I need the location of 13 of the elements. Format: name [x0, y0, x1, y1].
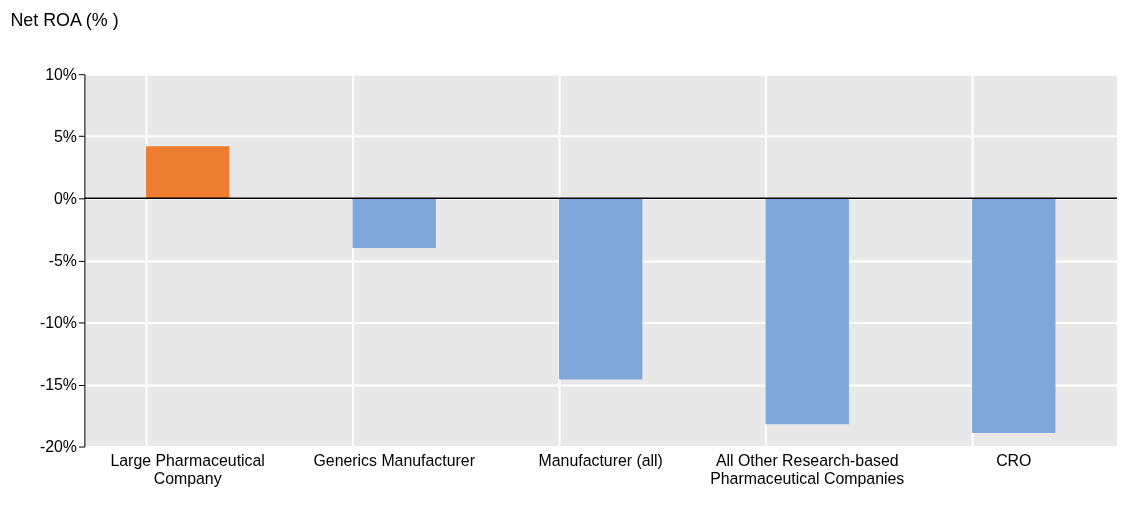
y-tick-label: -20%	[39, 438, 77, 456]
x-tick-label: Generics Manufacturer	[313, 451, 476, 469]
y-tick-label: -10%	[39, 313, 77, 331]
y-tick-label: 10%	[45, 65, 77, 83]
y-axis-title: Net ROA (% )	[10, 10, 119, 31]
x-tick-label: All Other Research-based Pharmaceutical Companies	[710, 451, 905, 487]
x-tick-label: CRO	[996, 451, 1032, 469]
y-tick-label: 0%	[54, 189, 77, 207]
x-tick-label: Manufacturer (all)	[538, 451, 663, 469]
y-tick-label: -5%	[48, 251, 77, 269]
y-tick-label: -15%	[39, 375, 77, 393]
x-tick-label: Large Pharmaceutical Company	[110, 451, 265, 487]
y-tick-label: 5%	[54, 127, 77, 145]
